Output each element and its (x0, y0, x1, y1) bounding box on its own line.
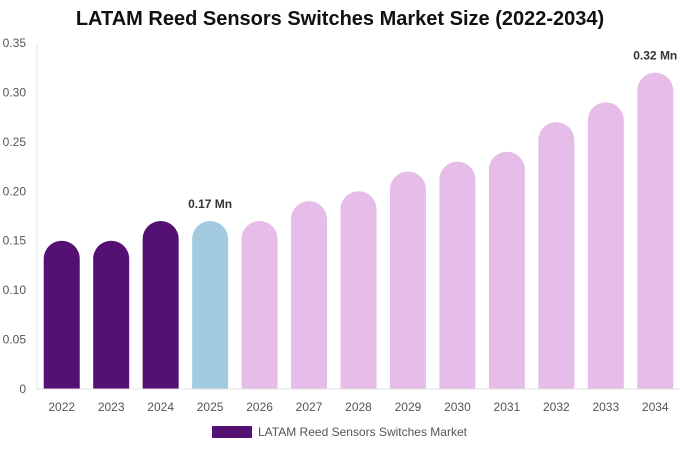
bar-2031 (488, 151, 525, 389)
y-tick-label: 0.35 (3, 36, 27, 50)
data-label: 0.32 Mn (633, 49, 677, 63)
bar-2025 (192, 220, 229, 389)
x-tick-label: 2029 (395, 400, 422, 414)
x-tick-label: 2023 (98, 400, 125, 414)
bar-2027 (291, 201, 328, 389)
bar-2029 (389, 171, 426, 389)
x-tick-label: 2022 (48, 400, 75, 414)
bar-2028 (340, 191, 377, 389)
bar-2022 (43, 240, 80, 389)
bar-2023 (93, 240, 130, 389)
bar-2033 (587, 102, 624, 390)
y-tick-label: 0.15 (3, 234, 27, 248)
x-tick-label: 2027 (296, 400, 323, 414)
x-tick-label: 2028 (345, 400, 372, 414)
legend-swatch (212, 426, 252, 438)
y-tick-label: 0.10 (3, 283, 27, 297)
chart-title: LATAM Reed Sensors Switches Market Size … (75, 8, 605, 30)
bar-2030 (439, 161, 476, 389)
x-tick-label: 2032 (543, 400, 570, 414)
x-tick-label: 2031 (494, 400, 521, 414)
bar-2026 (241, 220, 278, 389)
x-tick-label: 2034 (642, 400, 669, 414)
x-tick-label: 2033 (592, 400, 619, 414)
bar-2032 (538, 122, 575, 390)
x-tick-label: 2024 (147, 400, 174, 414)
legend: LATAM Reed Sensors Switches Market (212, 425, 467, 439)
legend-label: LATAM Reed Sensors Switches Market (258, 425, 467, 439)
x-tick-label: 2026 (246, 400, 273, 414)
data-label: 0.17 Mn (188, 197, 232, 211)
y-tick-label: 0.20 (3, 184, 27, 198)
bar-2034 (637, 72, 674, 390)
y-tick-label: 0 (19, 382, 26, 396)
bar-2024 (142, 220, 179, 389)
y-tick-label: 0.05 (3, 333, 27, 347)
x-tick-label: 2030 (444, 400, 471, 414)
y-tick-label: 0.25 (3, 135, 27, 149)
y-tick-label: 0.30 (3, 85, 27, 99)
x-tick-label: 2025 (197, 400, 224, 414)
